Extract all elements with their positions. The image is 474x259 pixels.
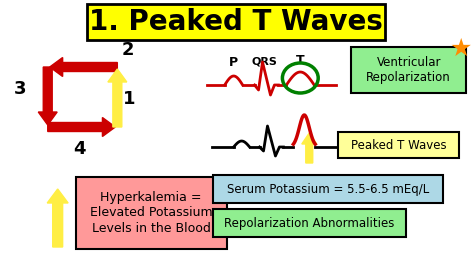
Text: 1. Peaked T Waves: 1. Peaked T Waves [89, 8, 383, 36]
Text: T: T [296, 54, 305, 67]
Text: 2: 2 [121, 41, 134, 59]
FancyArrow shape [302, 133, 317, 163]
Text: 1: 1 [123, 90, 136, 108]
Text: Ventricular
Repolarization: Ventricular Repolarization [366, 56, 451, 84]
FancyArrow shape [50, 57, 118, 76]
FancyBboxPatch shape [338, 132, 459, 158]
Text: Serum Potassium = 5.5-6.5 mEq/L: Serum Potassium = 5.5-6.5 mEq/L [227, 183, 429, 196]
FancyBboxPatch shape [351, 47, 466, 93]
Text: 4: 4 [73, 140, 86, 158]
FancyBboxPatch shape [213, 209, 406, 237]
FancyBboxPatch shape [87, 4, 385, 40]
Text: Peaked T Waves: Peaked T Waves [351, 139, 447, 152]
FancyArrow shape [47, 189, 68, 247]
Text: Hyperkalemia =
Elevated Potassium
Levels in the Blood: Hyperkalemia = Elevated Potassium Levels… [90, 191, 212, 234]
Text: 3: 3 [13, 80, 26, 98]
Text: ★: ★ [449, 37, 472, 61]
FancyArrow shape [108, 69, 127, 127]
FancyBboxPatch shape [213, 175, 444, 203]
FancyArrow shape [48, 118, 115, 136]
Text: Repolarization Abnormalities: Repolarization Abnormalities [224, 217, 394, 229]
FancyBboxPatch shape [75, 177, 227, 249]
FancyArrow shape [38, 67, 57, 125]
Text: P: P [229, 56, 238, 69]
Text: QRS: QRS [252, 56, 277, 66]
